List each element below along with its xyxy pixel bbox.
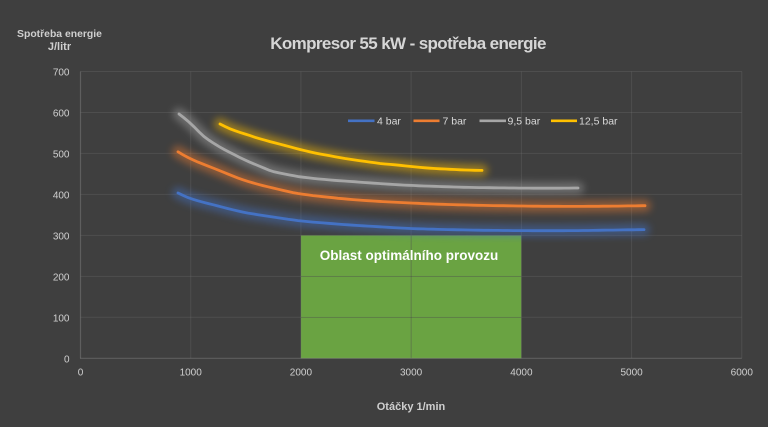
svg-text:5000: 5000 — [620, 368, 643, 379]
svg-text:0: 0 — [64, 354, 70, 365]
svg-text:3000: 3000 — [400, 368, 423, 379]
svg-text:Kompresor 55 kW - spotřeba ene: Kompresor 55 kW - spotřeba energie — [270, 34, 546, 53]
svg-text:1000: 1000 — [180, 368, 203, 379]
svg-text:J/litr: J/litr — [48, 41, 72, 53]
svg-text:0: 0 — [78, 368, 84, 379]
svg-text:4000: 4000 — [510, 368, 533, 379]
svg-text:4 bar: 4 bar — [377, 116, 401, 128]
svg-text:400: 400 — [53, 190, 70, 201]
svg-text:700: 700 — [53, 68, 70, 79]
svg-text:300: 300 — [53, 231, 70, 242]
svg-text:2000: 2000 — [290, 368, 313, 379]
svg-text:100: 100 — [53, 313, 70, 324]
svg-text:200: 200 — [53, 272, 70, 283]
svg-text:12,5 bar: 12,5 bar — [579, 116, 618, 128]
svg-text:7 bar: 7 bar — [443, 116, 467, 128]
svg-text:600: 600 — [53, 109, 70, 120]
svg-text:6000: 6000 — [731, 368, 754, 379]
svg-text:Oblast optimálního provozu: Oblast optimálního provozu — [320, 248, 499, 263]
svg-text:Spotřeba energie: Spotřeba energie — [17, 29, 102, 40]
svg-text:Otáčky 1/min: Otáčky 1/min — [377, 401, 446, 413]
svg-text:500: 500 — [53, 149, 70, 160]
svg-text:9,5 bar: 9,5 bar — [508, 116, 541, 128]
